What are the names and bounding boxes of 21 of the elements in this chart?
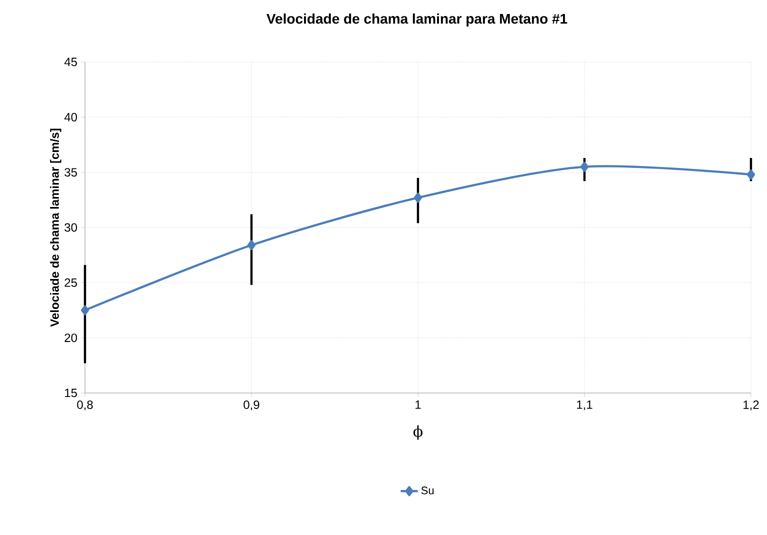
x-axis-title: ϕ: [413, 425, 422, 440]
point: [746, 169, 756, 180]
y-tick-label: 30: [64, 223, 77, 232]
point: [580, 162, 589, 172]
y-tick-label: 25: [64, 278, 77, 287]
x-tick-label: 1,1: [577, 400, 592, 410]
y-tick-label: 15: [65, 388, 77, 398]
x-tick-label: 0,8: [77, 400, 93, 410]
legend-label: Su: [421, 486, 434, 494]
y-tick-label: 35: [64, 168, 77, 177]
x-tick-label: 0,9: [244, 400, 260, 410]
y-tick-label: 40: [64, 112, 77, 122]
y-axis-title: Velociade de chama laminar [cm/s]: [50, 128, 62, 327]
y-tick-label: 20: [64, 334, 77, 342]
y-tick-label: 45: [64, 58, 77, 66]
x-tick-label: 1,2: [744, 400, 759, 410]
point: [414, 192, 422, 203]
chart-title: Velocidade de chama laminar para Metano #1: [266, 13, 568, 27]
point: [80, 305, 90, 316]
x-tick-label: 1: [416, 400, 421, 409]
point: [247, 240, 256, 250]
